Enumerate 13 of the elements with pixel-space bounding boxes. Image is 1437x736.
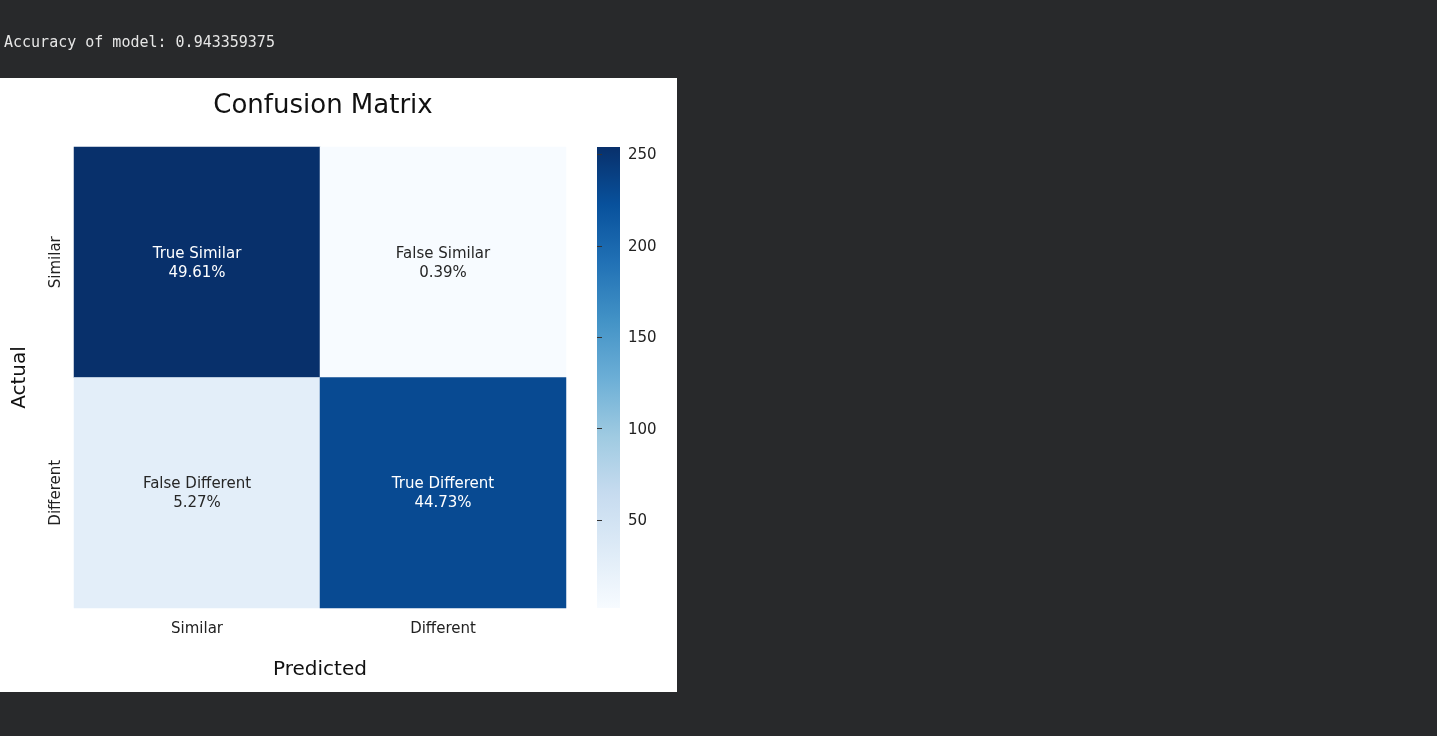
y-axis-title: Actual [6, 346, 30, 409]
color-bar-label: 200 [628, 236, 657, 255]
data-label: True Different 44.73% [390, 474, 495, 512]
x-axis-title: Predicted [273, 656, 367, 680]
text: Accuracy of model: 0.943359375 [4, 33, 275, 51]
color-bar-label: 150 [628, 328, 657, 347]
color-bar-label: 250 [628, 145, 657, 164]
color-bar-label: 50 [628, 511, 648, 530]
chart-title: Confusion Matrix [213, 89, 433, 119]
data-label: False Different 5.27% [142, 474, 252, 512]
data-label: False Similar 0.39% [395, 243, 492, 281]
color-bar-label: 100 [628, 419, 657, 438]
data-label: True Similar 49.61% [151, 243, 243, 281]
